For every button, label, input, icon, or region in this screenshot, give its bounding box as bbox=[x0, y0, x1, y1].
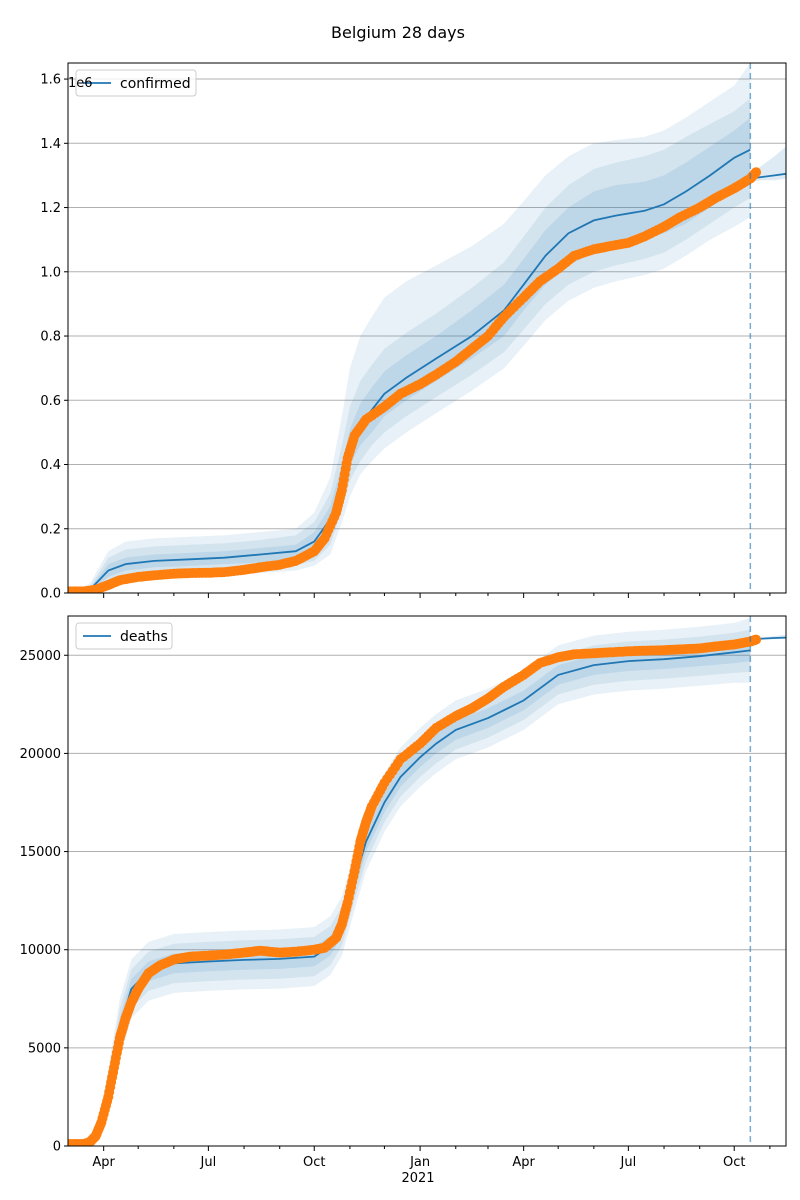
y-tick-label: 25000 bbox=[20, 649, 61, 664]
band-95 bbox=[68, 618, 751, 1146]
legend: confirmed bbox=[75, 69, 197, 97]
x-tick-label: Oct bbox=[303, 1155, 325, 1170]
x-tick-label: Jan bbox=[409, 1155, 430, 1170]
deaths-panel: 0 5000 10000 15000 20000 25000 Apr Jul Oct Jan Apr… bbox=[20, 615, 787, 1170]
x-year-label: 2021 bbox=[401, 1171, 434, 1186]
y-tick-label: 0.8 bbox=[40, 330, 61, 345]
band-50 bbox=[68, 117, 751, 593]
observed-point bbox=[751, 634, 762, 645]
legend-box bbox=[75, 69, 197, 97]
legend-label: deaths bbox=[120, 629, 168, 645]
y-tick-label: 5000 bbox=[28, 1041, 61, 1056]
plot-area bbox=[68, 618, 786, 1146]
y-tick-label: 1.4 bbox=[40, 137, 61, 152]
confirmed-panel: 0.0 0.2 0.4 0.6 0.8 1.0 1.2 1.4 1.6 confirmed bbox=[40, 62, 787, 602]
y-tick-label: 10000 bbox=[20, 943, 61, 958]
x-tick-label: Apr bbox=[512, 1155, 535, 1170]
y-tick-label: 0.0 bbox=[40, 587, 61, 602]
band-95 bbox=[68, 63, 751, 593]
y-tick-label: 1.6 bbox=[40, 73, 61, 88]
band-80 bbox=[68, 98, 751, 593]
observed-point bbox=[751, 167, 762, 178]
model-line bbox=[68, 148, 751, 593]
x-tick-label: Oct bbox=[723, 1155, 745, 1170]
y-tick-label: 1.2 bbox=[40, 201, 61, 216]
y-tick-label: 0 bbox=[53, 1140, 61, 1155]
x-tick-label: Jul bbox=[620, 1155, 637, 1170]
y-tick-label: 0.6 bbox=[40, 394, 61, 409]
legend-label: confirmed bbox=[120, 76, 191, 92]
legend-box bbox=[75, 622, 173, 650]
y-offset-text: 1e6 bbox=[68, 76, 93, 91]
x-tick-label: Jul bbox=[200, 1155, 217, 1170]
y-tick-label: 0.4 bbox=[40, 458, 61, 473]
y-tick-label: 1.0 bbox=[40, 265, 61, 280]
axes-frame bbox=[67, 615, 787, 1147]
x-tick-label: Apr bbox=[92, 1155, 115, 1170]
y-tick-label: 20000 bbox=[20, 747, 61, 762]
figure-title: Belgium 28 days bbox=[331, 23, 465, 42]
y-tick-label: 0.2 bbox=[40, 522, 61, 537]
legend: deaths bbox=[75, 622, 173, 650]
y-tick-label: 15000 bbox=[20, 845, 61, 860]
axes-frame bbox=[67, 62, 787, 594]
